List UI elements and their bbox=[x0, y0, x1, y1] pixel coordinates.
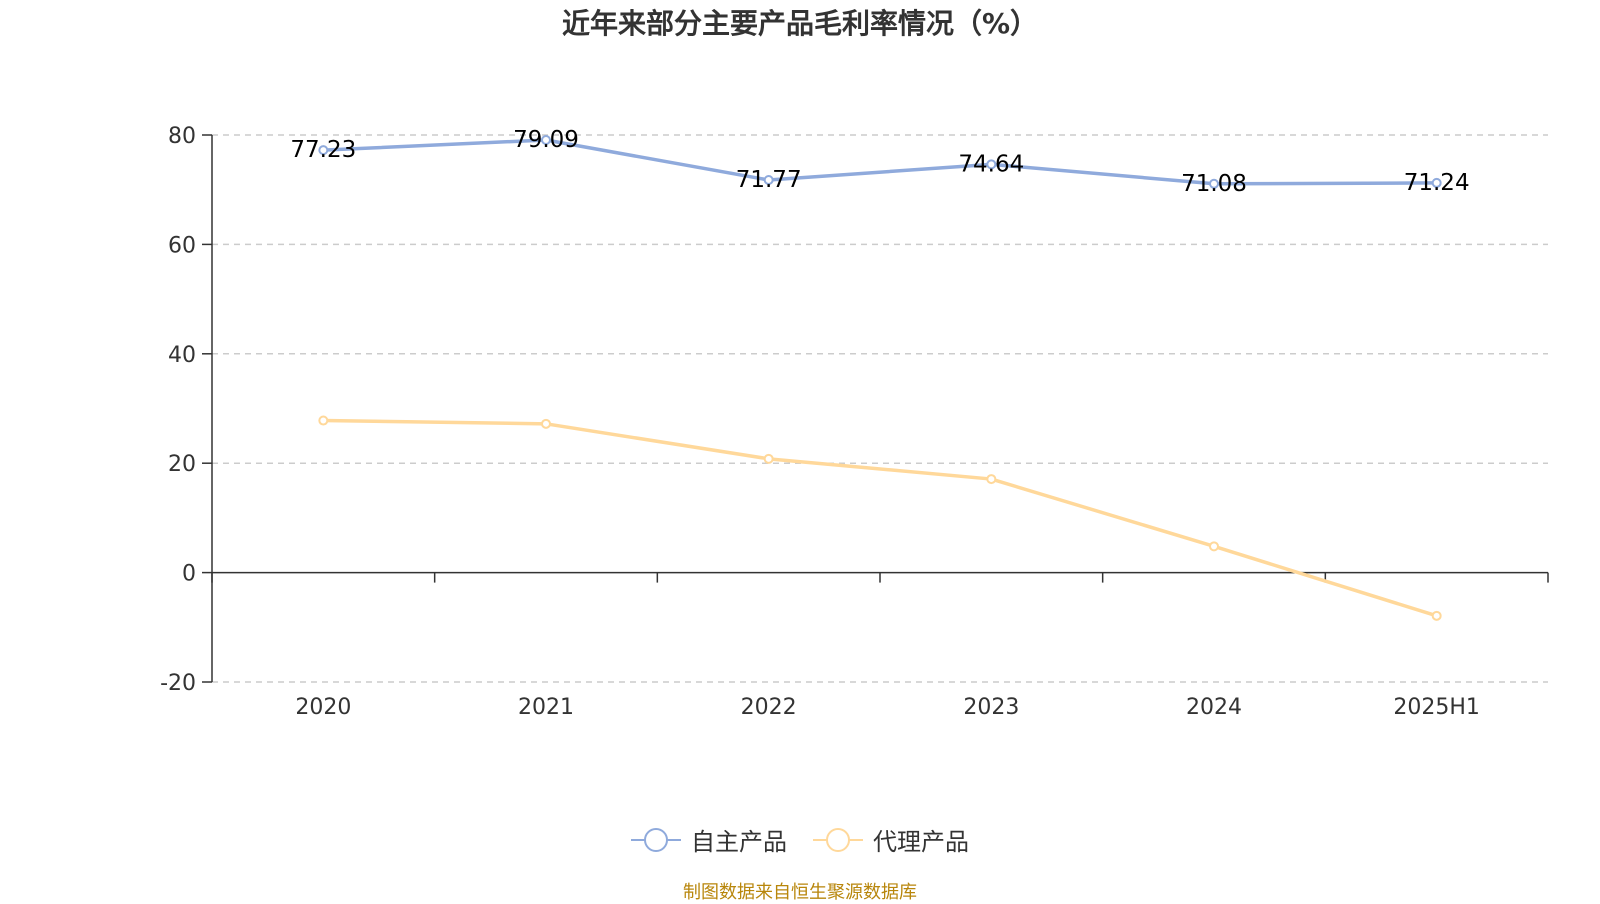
y-tick-label: 40 bbox=[168, 343, 196, 368]
data-point[interactable] bbox=[1431, 610, 1442, 621]
legend-item-self[interactable]: 自主产品 bbox=[631, 822, 787, 857]
data-point[interactable] bbox=[541, 418, 551, 429]
data-label: 74.64 bbox=[958, 151, 1024, 177]
chart-title: 近年来部分主要产品毛利率情况（%） bbox=[561, 7, 1039, 40]
x-tick-label: 2021 bbox=[518, 695, 574, 720]
data-point[interactable] bbox=[763, 175, 774, 186]
y-tick-label: 20 bbox=[168, 452, 196, 477]
data-label: 71.24 bbox=[1404, 170, 1470, 196]
y-tick-label: 60 bbox=[168, 233, 196, 258]
data-label: 79.09 bbox=[513, 127, 579, 153]
series-line-self bbox=[323, 138, 1437, 186]
series-line-agency bbox=[323, 418, 1438, 618]
x-tick-label: 2025H1 bbox=[1393, 695, 1480, 720]
data-label: 71.77 bbox=[736, 167, 802, 193]
x-tick-label: 2024 bbox=[1186, 695, 1242, 720]
data-label: 77.23 bbox=[290, 137, 356, 163]
legend-line-circle-icon bbox=[813, 827, 863, 852]
series-lines bbox=[318, 134, 1442, 621]
data-point[interactable] bbox=[318, 145, 329, 156]
data-point[interactable] bbox=[1431, 177, 1442, 188]
data-point[interactable] bbox=[763, 453, 774, 464]
data-point[interactable] bbox=[986, 474, 997, 485]
data-point[interactable] bbox=[1209, 541, 1219, 552]
x-tick-label: 2023 bbox=[963, 695, 1019, 720]
legend-line-circle-icon bbox=[631, 827, 681, 852]
y-tick-label: 80 bbox=[168, 124, 196, 149]
data-point[interactable] bbox=[1209, 178, 1219, 189]
legend: 自主产品 代理产品 bbox=[0, 822, 1600, 857]
data-point[interactable] bbox=[318, 415, 329, 426]
legend-label-self: 自主产品 bbox=[691, 828, 787, 856]
data-point[interactable] bbox=[541, 134, 551, 145]
data-source-note: 制图数据来自恒生聚源数据库 bbox=[683, 882, 917, 903]
x-tick-label: 2020 bbox=[295, 695, 351, 720]
gridlines bbox=[212, 134, 1548, 683]
data-point[interactable] bbox=[986, 159, 997, 170]
data-label: 71.08 bbox=[1181, 171, 1247, 197]
axes: 80 60 40 20 0 -20 2020 2021 2022 2023 2024 2025H1 bbox=[160, 124, 1549, 720]
y-tick-label: -20 bbox=[160, 671, 196, 696]
data-labels: 77.23 79.09 71.77 74.64 71.08 71.24 bbox=[290, 127, 1469, 197]
legend-item-agency[interactable]: 代理产品 bbox=[813, 822, 969, 857]
legend-label-agency: 代理产品 bbox=[873, 828, 969, 856]
x-tick-label: 2022 bbox=[741, 695, 797, 720]
y-tick-label: 0 bbox=[182, 562, 196, 587]
